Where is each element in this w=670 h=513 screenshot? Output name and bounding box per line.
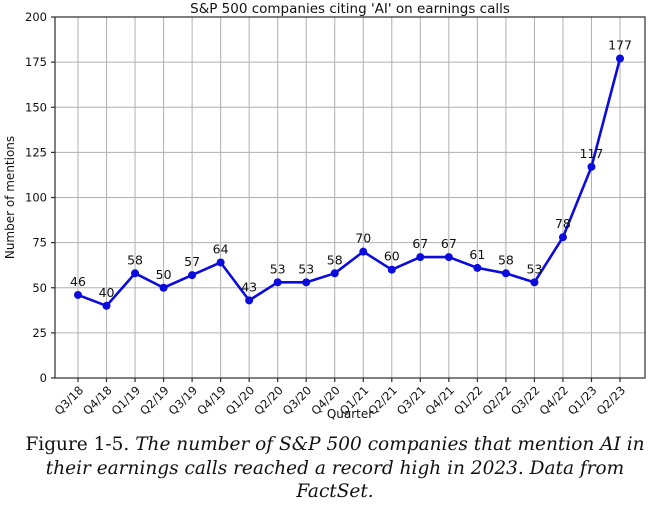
svg-text:200: 200 (25, 10, 47, 24)
svg-text:Q4/21: Q4/21 (422, 383, 457, 418)
x-axis-label: Quarter (327, 407, 373, 421)
data-point (558, 233, 567, 242)
data-point (530, 278, 539, 287)
svg-text:Q4/22: Q4/22 (536, 383, 571, 418)
point-label: 58 (327, 252, 343, 267)
figure-caption-label: Figure 1-5. (25, 434, 130, 455)
data-point (273, 278, 282, 287)
data-point (444, 253, 453, 262)
svg-text:Q4/18: Q4/18 (80, 383, 115, 418)
data-line (76, 57, 622, 308)
point-label: 57 (184, 254, 200, 269)
point-label: 117 (580, 146, 604, 161)
point-label: 53 (526, 261, 542, 276)
svg-text:175: 175 (25, 55, 47, 69)
point-label: 40 (99, 285, 115, 300)
data-point (359, 247, 368, 256)
data-point (216, 258, 225, 267)
chart-canvas: 0255075100125150175200Q3/18Q4/18Q1/19Q2/… (3, 1, 646, 421)
data-point (131, 269, 140, 278)
point-label: 46 (70, 274, 86, 289)
data-point (587, 162, 596, 171)
svg-text:25: 25 (32, 326, 47, 340)
svg-text:Q1/19: Q1/19 (109, 383, 144, 418)
line-chart: 0 25 50 75 100 125 150 175 200 Q3/18 Q4/18 Q1/19 Q2/… (3, 1, 646, 421)
point-label: 70 (355, 231, 371, 246)
svg-text:Q1/20: Q1/20 (223, 383, 258, 418)
point-labels: 46 40 58 50 57 64 43 53 53 58 70 60 67 67 61 58 53 78 117 1… (70, 38, 632, 300)
data-point (102, 301, 111, 310)
svg-text:100: 100 (25, 191, 47, 205)
data-point (616, 54, 624, 63)
point-label: 177 (608, 38, 632, 53)
data-points (74, 54, 624, 310)
point-label: 61 (469, 247, 485, 262)
data-point (188, 271, 197, 280)
svg-text:Q2/20: Q2/20 (251, 383, 286, 418)
data-point (74, 290, 82, 299)
svg-text:Q3/19: Q3/19 (166, 383, 201, 418)
data-point (416, 253, 425, 262)
svg-text:Q3/18: Q3/18 (52, 383, 87, 418)
point-label: 53 (270, 261, 286, 276)
point-label: 50 (156, 267, 172, 282)
point-label: 64 (213, 241, 229, 256)
svg-text:Q2/19: Q2/19 (137, 383, 172, 418)
chart-title: S&P 500 companies citing 'AI' on earning… (190, 1, 510, 17)
point-label: 58 (498, 252, 514, 267)
point-label: 58 (127, 252, 143, 267)
svg-text:150: 150 (25, 100, 47, 114)
svg-text:Q3/22: Q3/22 (508, 383, 543, 418)
figure-caption-text: The number of S&P 500 companies that men… (45, 434, 645, 503)
svg-text:Q1/23: Q1/23 (565, 383, 600, 418)
data-point (387, 265, 396, 274)
point-label: 53 (298, 261, 314, 276)
point-label: 67 (441, 236, 457, 251)
data-point (302, 278, 311, 287)
point-label: 43 (241, 279, 257, 294)
svg-text:Q2/22: Q2/22 (479, 383, 514, 418)
point-label: 67 (412, 236, 428, 251)
data-point (501, 269, 510, 278)
svg-text:0: 0 (40, 371, 47, 385)
data-point (330, 269, 339, 278)
point-label: 60 (384, 249, 400, 264)
data-point (159, 283, 168, 292)
svg-text:Q3/20: Q3/20 (280, 383, 315, 418)
svg-text:50: 50 (32, 281, 47, 295)
y-axis-label: Number of mentions (3, 136, 17, 259)
data-point (245, 296, 254, 305)
svg-text:75: 75 (32, 236, 47, 250)
data-point (473, 263, 482, 272)
svg-text:Q2/23: Q2/23 (594, 383, 629, 418)
y-axis-ticks: 0 25 50 75 100 125 150 175 200 (25, 10, 55, 385)
svg-text:Q3/21: Q3/21 (394, 383, 429, 418)
svg-text:Q4/19: Q4/19 (194, 383, 229, 418)
svg-text:Q1/22: Q1/22 (451, 383, 486, 418)
figure-caption: Figure 1-5. The number of S&P 500 compan… (6, 433, 664, 504)
svg-text:125: 125 (25, 145, 47, 159)
grid-lines (55, 16, 645, 379)
point-label: 78 (555, 216, 571, 231)
